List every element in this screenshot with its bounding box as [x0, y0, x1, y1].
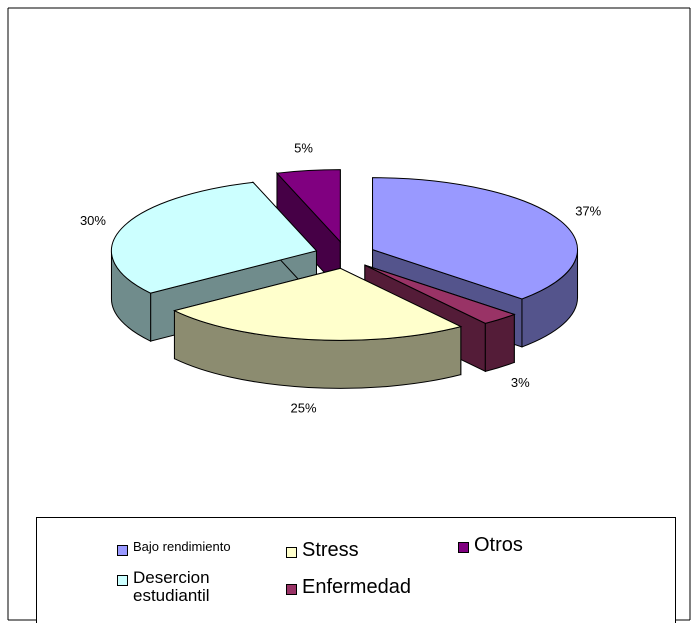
legend-item: Stress — [286, 540, 452, 561]
legend-item: Enfermedad — [286, 577, 502, 598]
legend-swatch — [286, 547, 297, 558]
legend-item: Bajo rendimiento — [117, 540, 233, 556]
slice — [110, 181, 318, 294]
legend: Bajo rendimiento Stress Otros Desercion est… — [36, 517, 676, 623]
pie: 37% 3% 25% 30% 5% — [80, 140, 602, 415]
legend-label: Stress — [302, 539, 359, 561]
data-label: 3% — [511, 375, 530, 390]
data-label: 30% — [80, 213, 106, 228]
slice-wall — [484, 313, 515, 373]
legend-item: Otros — [458, 535, 624, 556]
legend-label: Bajo rendimiento — [133, 539, 231, 554]
legend-swatch — [117, 574, 128, 586]
data-label: 25% — [291, 401, 317, 416]
slice — [364, 264, 516, 324]
data-label: 37% — [575, 204, 601, 219]
legend-swatch — [117, 544, 128, 556]
slice — [275, 169, 341, 243]
legend-label: Otros — [474, 534, 523, 556]
data-label: 5% — [294, 140, 313, 155]
legend-label: Enfermedad — [302, 576, 411, 598]
legend-item: Desercion estudiantil — [117, 569, 233, 605]
slice — [372, 177, 579, 300]
legend-swatch — [286, 584, 297, 595]
legend-label: Desercion estudiantil — [133, 568, 210, 605]
legend-swatch — [458, 542, 469, 553]
slice — [173, 267, 463, 341]
